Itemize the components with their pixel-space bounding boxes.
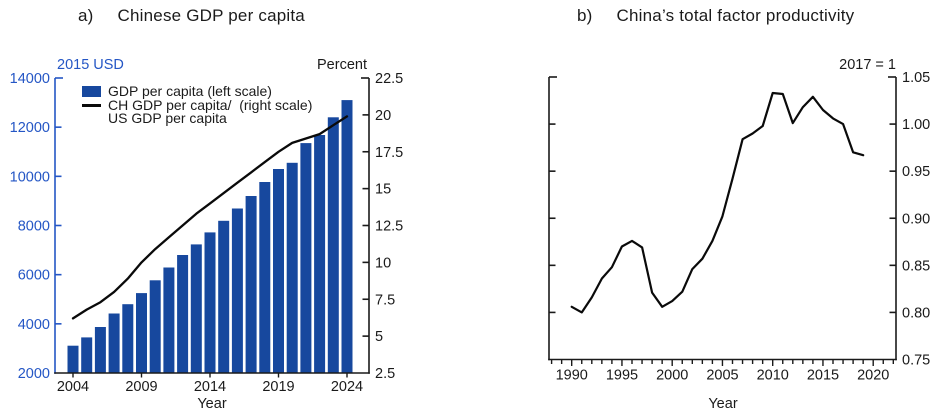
right-axis-title-percent: Percent bbox=[317, 57, 367, 73]
left-tick-label: 14000 bbox=[10, 71, 50, 87]
left-tick-label: 12000 bbox=[10, 120, 50, 136]
gdp-bar-2009 bbox=[136, 293, 147, 373]
left-tick-label: 8000 bbox=[18, 219, 50, 235]
x-tick-label: 2009 bbox=[125, 379, 157, 395]
left-tick-label: 4000 bbox=[18, 317, 50, 333]
panel-a-title-row: a) Chinese GDP per capita bbox=[78, 6, 305, 26]
chart-b-total-factor-productivity: 1.05 1.00 0.95 0.90 0.85 0.80 0.75 1990 1995 2000… bbox=[548, 70, 930, 384]
right-axis-note-2017-eq-1: 2017 = 1 bbox=[839, 57, 896, 73]
gdp-bar-2010 bbox=[149, 280, 161, 373]
gdp-bar-2007 bbox=[108, 313, 120, 373]
chart-a-gdp-per-capita: 14000 12000 10000 8000 6000 4000 2000 22.5 20 17.… bbox=[10, 71, 404, 395]
right-tick-label: 17.5 bbox=[375, 145, 403, 161]
x-tick-label: 2000 bbox=[656, 368, 688, 384]
legend-row-line-cont: US GDP per capita bbox=[108, 110, 312, 126]
tfp-line bbox=[570, 91, 865, 314]
left-tick-label: 2000 bbox=[18, 366, 50, 382]
gdp-bar-2017 bbox=[245, 196, 257, 373]
panel-a-label: a) bbox=[78, 6, 94, 25]
right-tick-label: 1.00 bbox=[902, 117, 930, 133]
x-tick-label: 2010 bbox=[757, 368, 789, 384]
right-tick-label: 0.90 bbox=[902, 211, 930, 227]
panel-b-title-row: b) China’s total factor productivity bbox=[577, 6, 854, 26]
gdp-bar-2015 bbox=[218, 220, 230, 373]
right-tick-label: 0.80 bbox=[902, 305, 930, 321]
x-tick-label: 1990 bbox=[556, 368, 588, 384]
right-tick-label: 2.5 bbox=[375, 366, 395, 382]
gdp-bar-2024 bbox=[341, 100, 353, 373]
gdp-bar-2011 bbox=[163, 267, 175, 373]
gdp-bar-2008 bbox=[122, 304, 134, 373]
x-tick-label: 2019 bbox=[262, 379, 294, 395]
gdp-bar-2014 bbox=[204, 232, 216, 373]
panel-a-title: Chinese GDP per capita bbox=[117, 6, 305, 25]
gdp-bar-2006 bbox=[94, 327, 106, 373]
legend-line-label-line2: US GDP per capita bbox=[108, 110, 227, 126]
x-tick-label: 2005 bbox=[706, 368, 738, 384]
gdp-bar-2022 bbox=[314, 135, 326, 373]
ch-us-gdp-ratio-line bbox=[71, 115, 349, 320]
right-tick-label: 15 bbox=[375, 182, 391, 198]
panel-b-label: b) bbox=[577, 6, 593, 25]
left-tick-label: 6000 bbox=[18, 268, 50, 284]
right-tick-label: 1.05 bbox=[902, 70, 930, 86]
x-axis-title-b: Year bbox=[708, 396, 738, 412]
gdp-bar-2013 bbox=[190, 244, 202, 373]
right-tick-label: 0.75 bbox=[902, 353, 930, 369]
panel-b-title: China’s total factor productivity bbox=[616, 6, 855, 25]
legend-bar-swatch bbox=[82, 86, 101, 98]
gdp-bar-2021 bbox=[300, 143, 312, 373]
gdp-bar-2016 bbox=[231, 208, 243, 373]
right-tick-label: 10 bbox=[375, 255, 391, 271]
left-axis-title-2015-usd: 2015 USD bbox=[57, 57, 124, 73]
legend-line-label-line1: CH GDP per capita/ (right scale) bbox=[108, 96, 313, 113]
gdp-bar-2020 bbox=[286, 162, 298, 373]
right-tick-label: 20 bbox=[375, 108, 391, 124]
right-tick-label: 5 bbox=[375, 329, 383, 345]
gdp-bar-2012 bbox=[177, 255, 189, 373]
left-tick-label: 10000 bbox=[10, 169, 50, 185]
legend-row-line: CH GDP per capita/ (right scale) bbox=[82, 96, 313, 113]
right-tick-label: 0.95 bbox=[902, 164, 930, 180]
gdp-bar-2018 bbox=[259, 182, 271, 373]
x-tick-label: 2020 bbox=[857, 368, 889, 384]
gdp-bar-2004 bbox=[67, 345, 79, 373]
legend-bar-label: GDP per capita (left scale) bbox=[108, 83, 272, 99]
legend-row-bars: GDP per capita (left scale) bbox=[82, 83, 312, 99]
x-tick-label: 2014 bbox=[194, 379, 226, 395]
legend-line-swatch bbox=[82, 103, 101, 107]
gdp-bar-2019 bbox=[273, 169, 284, 373]
right-tick-label: 12.5 bbox=[375, 219, 403, 235]
right-tick-label: 0.85 bbox=[902, 258, 930, 274]
x-tick-label: 2015 bbox=[807, 368, 839, 384]
x-tick-label: 2004 bbox=[57, 379, 89, 395]
legend-chart-a: GDP per capita (left scale) CH GDP per c… bbox=[82, 83, 313, 126]
x-tick-label: 1995 bbox=[606, 368, 638, 384]
gdp-bar-2005 bbox=[81, 337, 93, 373]
x-tick-label: 2024 bbox=[331, 379, 363, 395]
right-tick-label: 22.5 bbox=[375, 71, 403, 87]
x-axis-title-a: Year bbox=[197, 396, 227, 412]
gdp-bar-2023 bbox=[327, 117, 339, 373]
right-tick-label: 7.5 bbox=[375, 292, 395, 308]
